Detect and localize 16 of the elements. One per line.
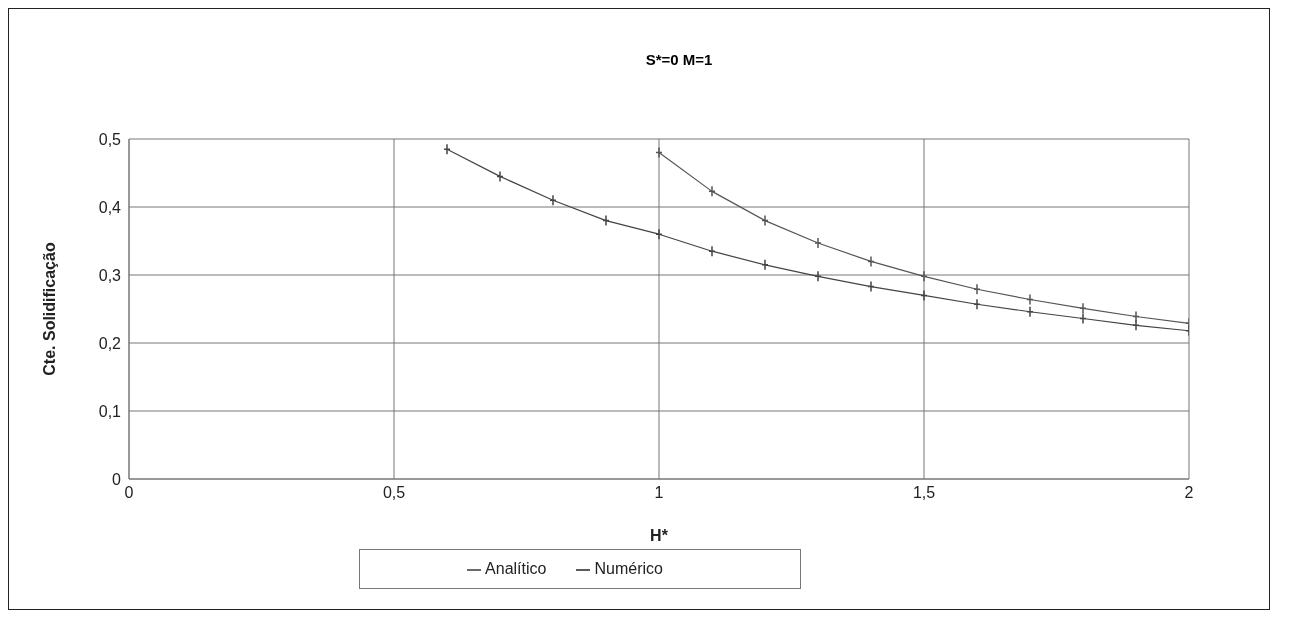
x-axis-title: H*: [650, 527, 669, 544]
x-tick-label: 1,5: [912, 484, 936, 502]
x-tick-label: 0: [124, 484, 134, 502]
y-tick-label: 0,1: [98, 402, 122, 420]
y-tick-label: 0,4: [98, 198, 122, 216]
chart-title: S*=0 M=1: [644, 51, 714, 68]
y-tick-label: 0: [112, 470, 122, 488]
x-tick-label: 2: [1184, 484, 1194, 502]
x-tick-label: 1: [654, 484, 664, 502]
legend-label: Numérico: [594, 560, 663, 577]
y-axis-title: Cte. Solidificação: [40, 242, 58, 376]
y-tick-label: 0,2: [98, 334, 122, 352]
legend-label: Analítico: [485, 560, 547, 577]
y-tick-label: 0,5: [98, 130, 122, 148]
x-tick-label: 0,5: [382, 484, 406, 502]
y-tick-label: 0,3: [98, 266, 122, 284]
